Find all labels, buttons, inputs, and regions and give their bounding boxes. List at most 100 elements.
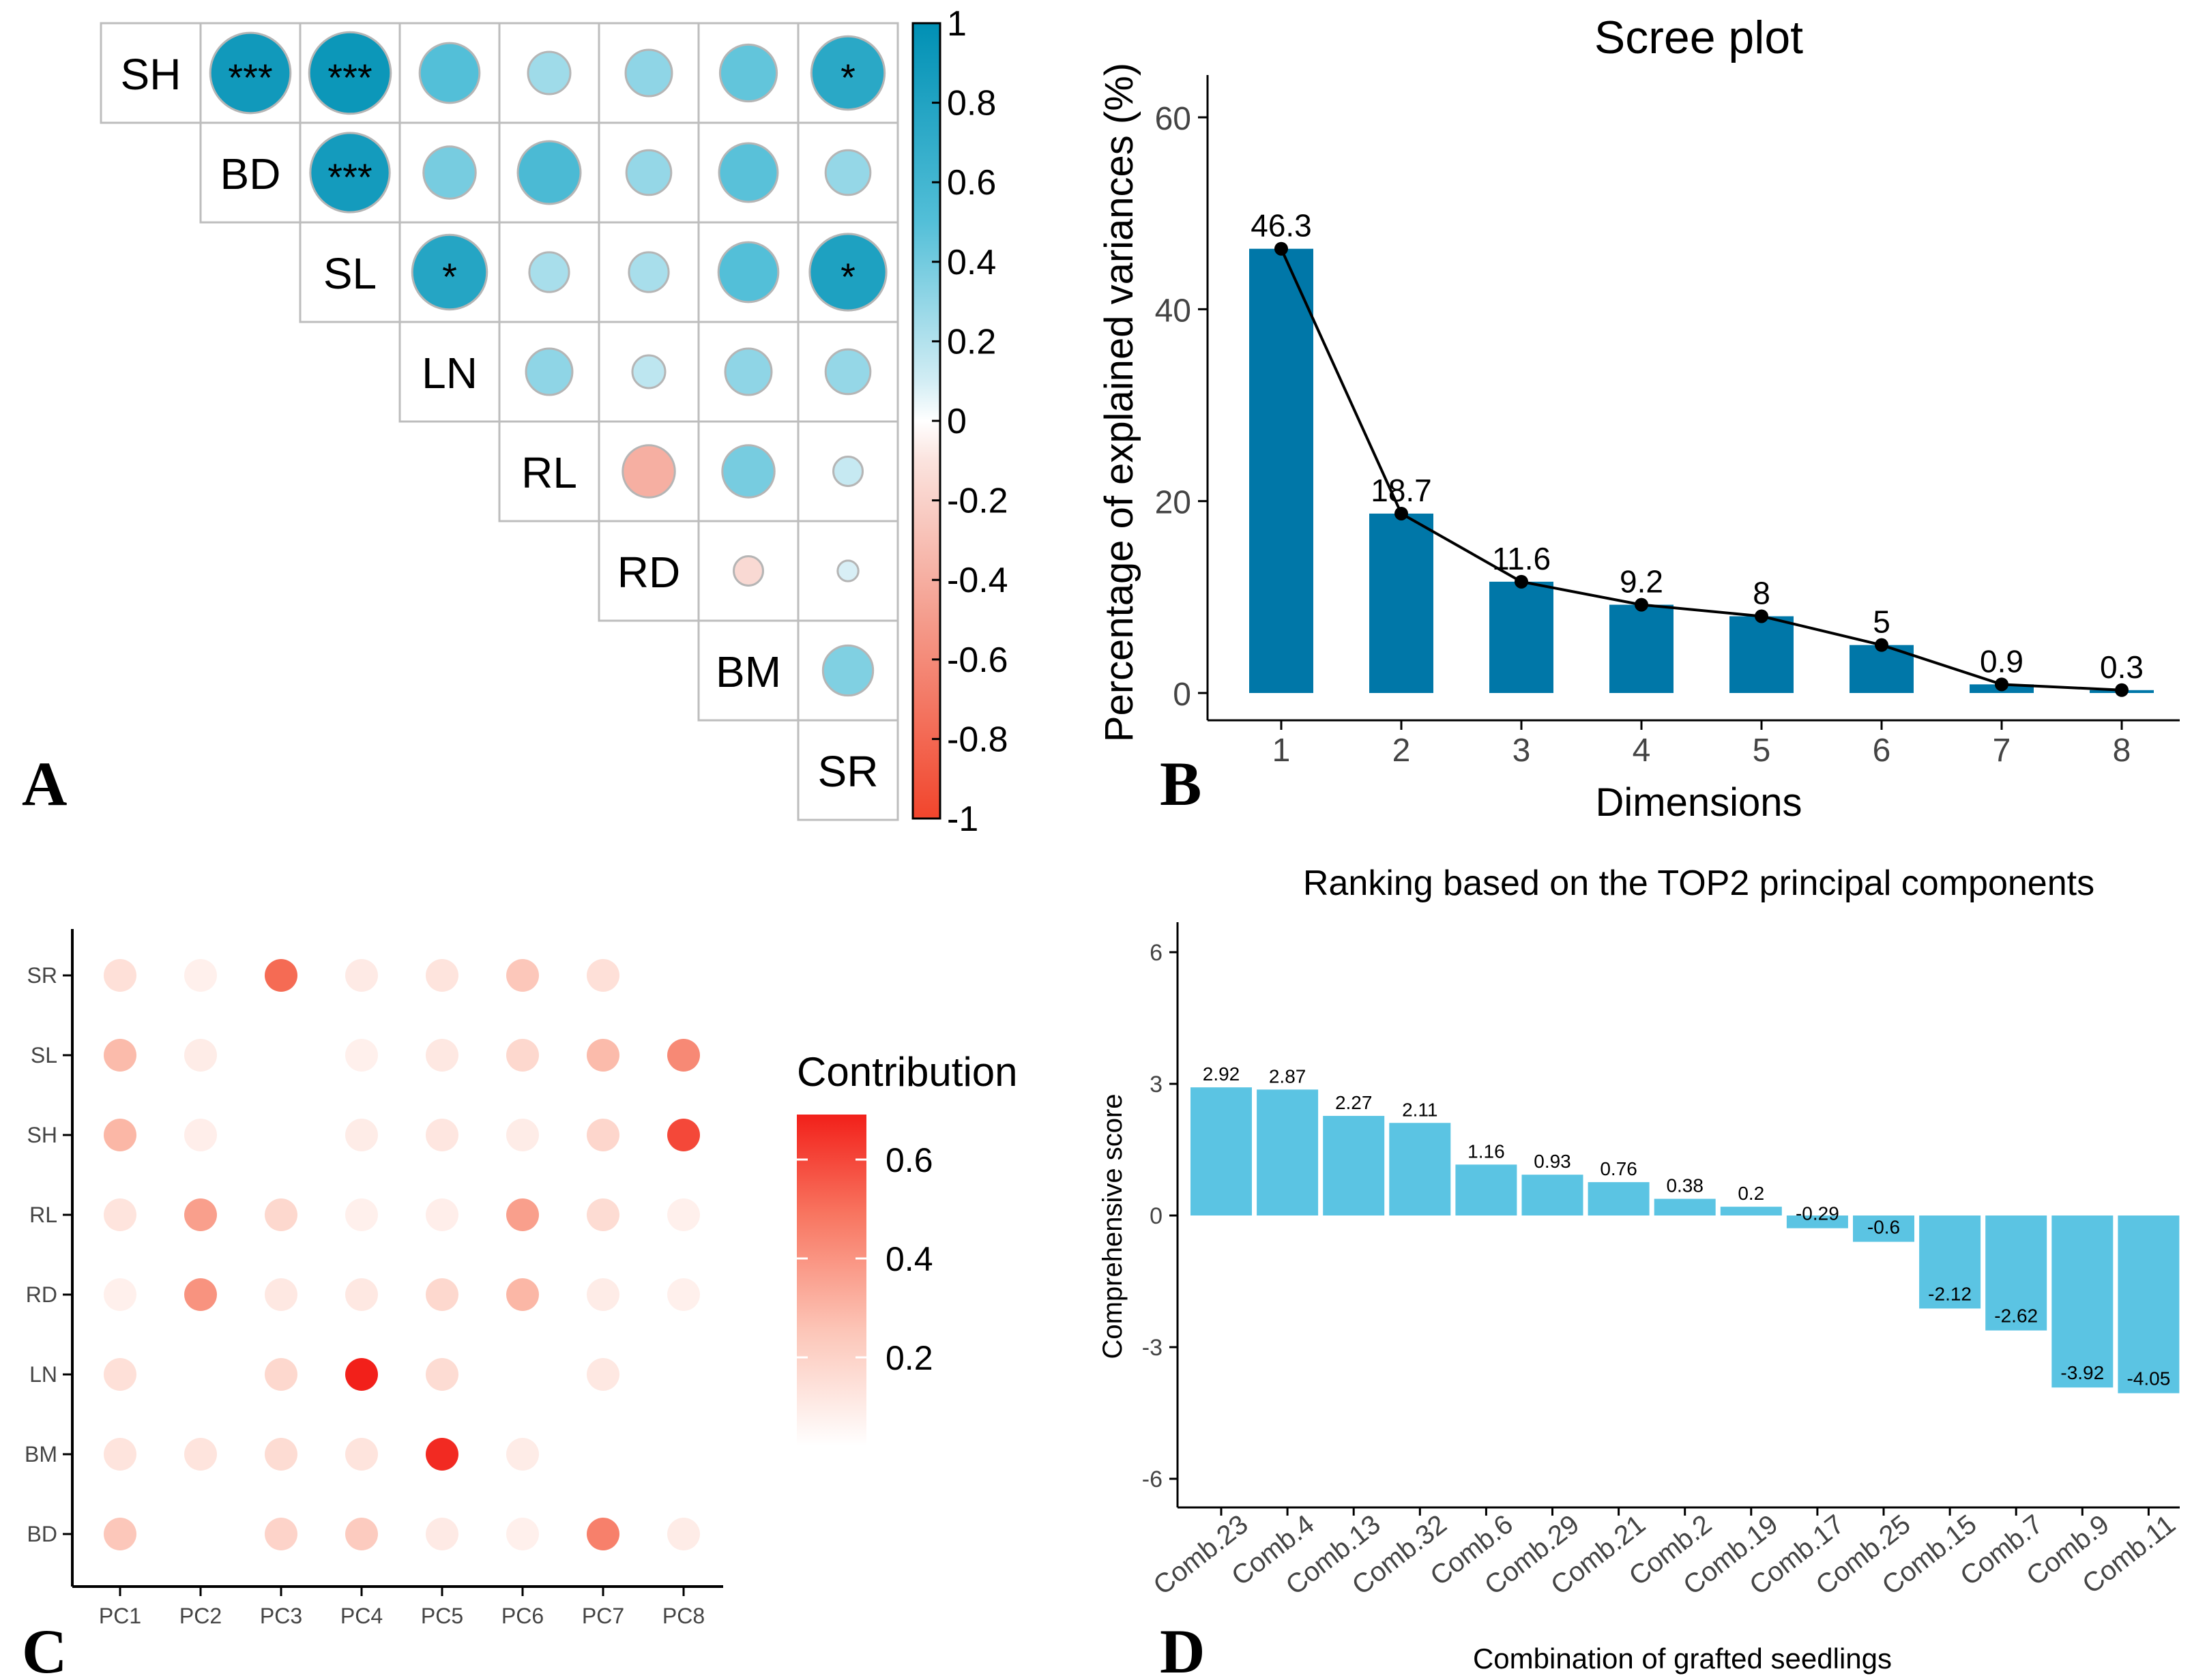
scree-y-tick-label: 40: [1155, 293, 1191, 329]
colorbar-tick-label: 1: [947, 4, 967, 44]
contribution-dot-rl-pc6: [506, 1198, 539, 1231]
ranking-data-label: 0.76: [1600, 1158, 1637, 1179]
correlation-circle-sl-rl: [528, 251, 570, 293]
contribution-dot-sl-pc6: [506, 1039, 539, 1072]
panel-letter-d: D: [1160, 1617, 1205, 1680]
ranking-data-label: -0.6: [1867, 1217, 1900, 1238]
contribution-dot-sh-pc2: [184, 1119, 217, 1151]
scree-point-6: [1875, 638, 1888, 652]
contribution-dot-rl-pc8: [667, 1198, 700, 1231]
contribution-dot-bm-pc1: [104, 1438, 136, 1471]
contribution-y-label: RD: [26, 1282, 57, 1307]
contribution-dot-sl-pc4: [345, 1039, 378, 1072]
correlation-circle-sh-ln: [418, 42, 481, 104]
matrix-cell: [199, 121, 302, 224]
significance-mark: *: [442, 255, 457, 298]
ranking-bar-comb-6: [1455, 1164, 1517, 1215]
contribution-y-label: SH: [27, 1123, 57, 1147]
colorbar-tick-label: -1: [947, 799, 978, 839]
contribution-x-label: PC6: [501, 1604, 544, 1628]
scree-x-axis-label: Dimensions: [1596, 780, 1802, 825]
significance-mark: ***: [327, 56, 372, 99]
ranking-x-tick-label: Comb.23: [1148, 1509, 1254, 1601]
contribution-dot-sl-pc7: [587, 1039, 619, 1072]
correlation-circle-rl-rd: [622, 444, 676, 499]
matrix-cell: [797, 719, 899, 821]
correlation-circle-sh-rd: [624, 48, 673, 98]
correlation-circle-ln-bm: [724, 347, 773, 396]
ranking-data-label: 0.93: [1534, 1151, 1571, 1172]
colorbar-tick-label: -0.6: [947, 640, 1008, 680]
variable-label-sr: SR: [818, 747, 879, 796]
contribution-dot-sh-pc7: [587, 1119, 619, 1151]
ranking-data-label: -3.92: [2060, 1362, 2104, 1383]
colorbar-tick-label: 0: [947, 402, 967, 441]
ranking-bar-comb-25: [1853, 1215, 1914, 1242]
contribution-dot-rl-pc7: [587, 1198, 619, 1231]
ranking-data-label: -4.05: [2127, 1368, 2170, 1389]
matrix-cell: [697, 121, 800, 224]
contribution-dot-sr-pc2: [184, 959, 217, 992]
contribution-dot-sh-pc4: [345, 1119, 378, 1151]
scree-x-tick-label: 6: [1873, 733, 1891, 769]
ranking-bar-comb-7: [1985, 1215, 2047, 1331]
scree-bar-dim-2: [1369, 513, 1433, 693]
variable-label-rl: RL: [521, 448, 577, 497]
variable-label-sl: SL: [323, 249, 377, 298]
contribution-dot-rd-pc6: [506, 1278, 539, 1311]
contribution-dot-sh-pc1: [104, 1119, 136, 1151]
contribution-plot-area: SR SL SH RL RD LN BM BD PC1 PC2 PC3 PC4 PC5 PC6 PC7 PC8: [25, 929, 723, 1628]
contribution-dot-sr-pc3: [265, 959, 297, 992]
correlation-circles: *** *** ***** *: [209, 31, 888, 697]
contribution-dot-bd-pc3: [265, 1518, 297, 1550]
ranking-y-tick-label: 0: [1150, 1203, 1163, 1229]
ranking-bar-comb-11: [2118, 1215, 2180, 1394]
ranking-data-label: 0.38: [1666, 1175, 1704, 1196]
contribution-legend-title: Contribution: [797, 1049, 1018, 1095]
contribution-dot-sr-pc6: [506, 959, 539, 992]
ranking-bar-comb-17: [1786, 1215, 1848, 1228]
scree-y-axis-label: Percentage of explained variances (%): [1097, 63, 1141, 742]
contribution-dot-sl-pc2: [184, 1039, 217, 1072]
contribution-y-label: SR: [27, 963, 57, 988]
colorbar-tick-label: -0.4: [947, 561, 1008, 600]
contribution-dot-bd-pc8: [667, 1518, 700, 1550]
contribution-y-label: SL: [31, 1043, 57, 1067]
correlation-circle-bd-rd: [625, 149, 673, 196]
contribution-dot-sl-pc1: [104, 1039, 136, 1072]
contribution-x-label: PC5: [421, 1604, 463, 1628]
colorbar-tick-label: 0.2: [947, 322, 996, 362]
scree-y-tick-label: 60: [1155, 101, 1191, 137]
ranking-data-label: 1.16: [1467, 1140, 1505, 1162]
scree-x-tick-label: 1: [1272, 733, 1291, 769]
correlation-circle-sl-bm: [717, 241, 780, 304]
contribution-dot-rd-pc1: [104, 1278, 136, 1311]
contribution-dot-rd-pc8: [667, 1278, 700, 1311]
correlation-circle-sh-bd: [209, 31, 292, 115]
contribution-dot-bm-pc4: [345, 1438, 378, 1471]
correlation-colorbar: 1 0.8 0.6 0.4 0.2 0 -0.2 -0.4 -0.6 -0.8 -1: [911, 4, 1008, 839]
contribution-x-label: PC7: [582, 1604, 624, 1628]
contribution-dot-rl-pc3: [265, 1198, 297, 1231]
contribution-legend: Contribution 0.6 0.4 0.2: [797, 1049, 1018, 1446]
scree-y-tick-label: 20: [1155, 485, 1191, 521]
ranking-data-label: 2.92: [1203, 1063, 1240, 1085]
contribution-dotplot-panel: SR SL SH RL RD LN BM BD PC1 PC2 PC3 PC4 PC5 PC6 PC7 PC8…: [22, 929, 1018, 1680]
contribution-dot-bm-pc5: [426, 1438, 458, 1471]
correlation-grid: SH BD SL LN RL RD BM SR: [100, 22, 899, 821]
colorbar-tick-label: -0.2: [947, 482, 1008, 521]
correlation-circle-rd-sr: [836, 559, 860, 583]
matrix-cell: [598, 520, 700, 622]
ranking-plot-area: 630-3-62.92Comb.232.87Comb.42.27Comb.132…: [1142, 922, 2181, 1601]
significance-mark: *: [841, 255, 856, 298]
ranking-data-label: 2.27: [1335, 1092, 1373, 1113]
variable-label-ln: LN: [422, 349, 478, 398]
significance-mark: *: [841, 56, 856, 99]
contribution-dot-bm-pc3: [265, 1438, 297, 1471]
contribution-legend-label: 0.4: [886, 1240, 933, 1278]
matrix-cell: [697, 619, 800, 722]
matrix-cell: [498, 420, 600, 522]
correlation-circle-bd-sr: [824, 149, 872, 196]
correlation-circle-sl-ln: [411, 233, 488, 311]
